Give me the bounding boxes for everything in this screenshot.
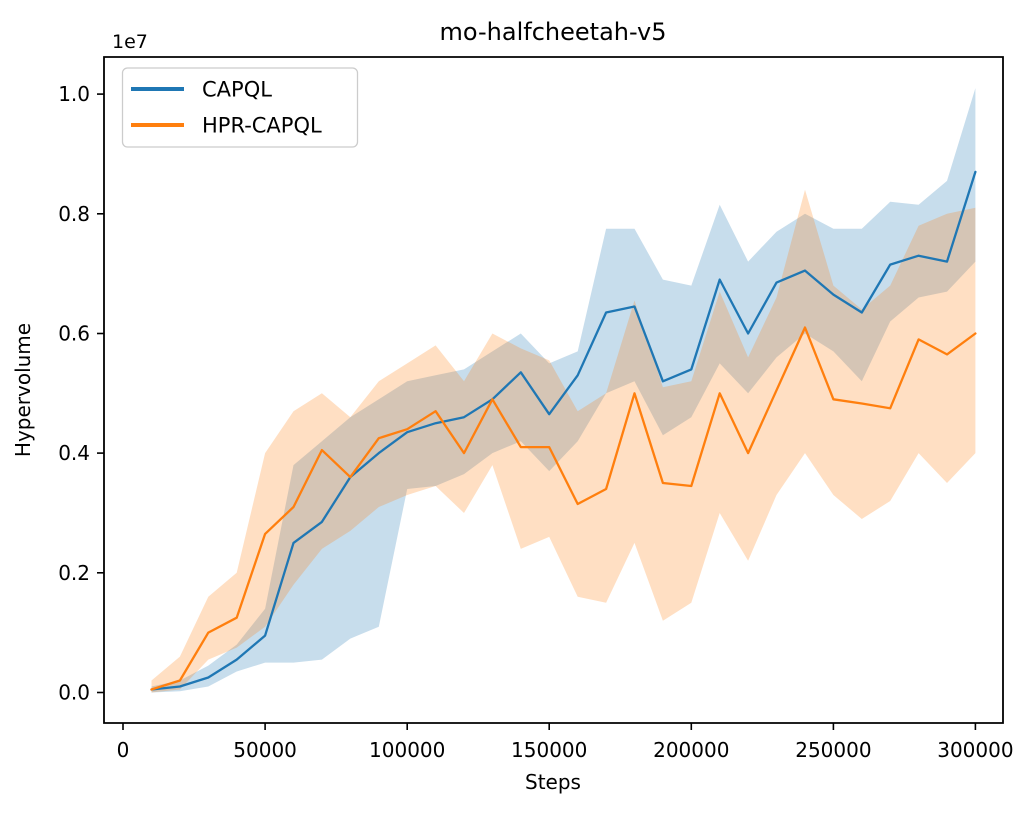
x-axis-ticks: 0 50000 100000 150000 200000 250000 300000	[117, 723, 1014, 762]
y-tick-label: 0.6	[58, 322, 90, 346]
x-tick-label: 250000	[795, 738, 871, 762]
y-axis-ticks: 0.0 0.2 0.4 0.6 0.8 1.0	[58, 82, 104, 705]
y-axis-offset-label: 1e7	[112, 31, 148, 53]
x-tick-label: 50000	[233, 738, 297, 762]
legend-label-capql: CAPQL	[202, 78, 272, 102]
band-hpr-capql	[151, 189, 976, 693]
x-tick-label: 200000	[653, 738, 729, 762]
legend: CAPQL HPR-CAPQL	[121, 67, 359, 148]
x-tick-label: 100000	[369, 738, 445, 762]
x-tick-label: 150000	[511, 738, 587, 762]
y-tick-label: 0.8	[58, 202, 90, 226]
series-lines	[150, 170, 977, 691]
line-hpr-capql	[150, 326, 977, 691]
chart-title: mo-halfcheetah-v5	[440, 18, 667, 46]
band-capql	[151, 88, 976, 693]
line-capql	[150, 170, 977, 691]
axes-spines	[103, 56, 1004, 724]
x-tick-label: 300000	[937, 738, 1013, 762]
y-tick-label: 0.2	[58, 561, 90, 585]
plot-area-border	[103, 56, 1004, 724]
x-tick-label: 0	[117, 738, 130, 762]
legend-label-hpr-capql: HPR-CAPQL	[202, 114, 322, 138]
x-axis-label: Steps	[525, 770, 581, 794]
y-tick-label: 0.4	[58, 441, 90, 465]
confidence-bands	[151, 88, 976, 693]
y-axis-label: Hypervolume	[11, 323, 35, 457]
y-tick-label: 1.0	[58, 82, 90, 106]
y-tick-label: 0.0	[58, 681, 90, 705]
